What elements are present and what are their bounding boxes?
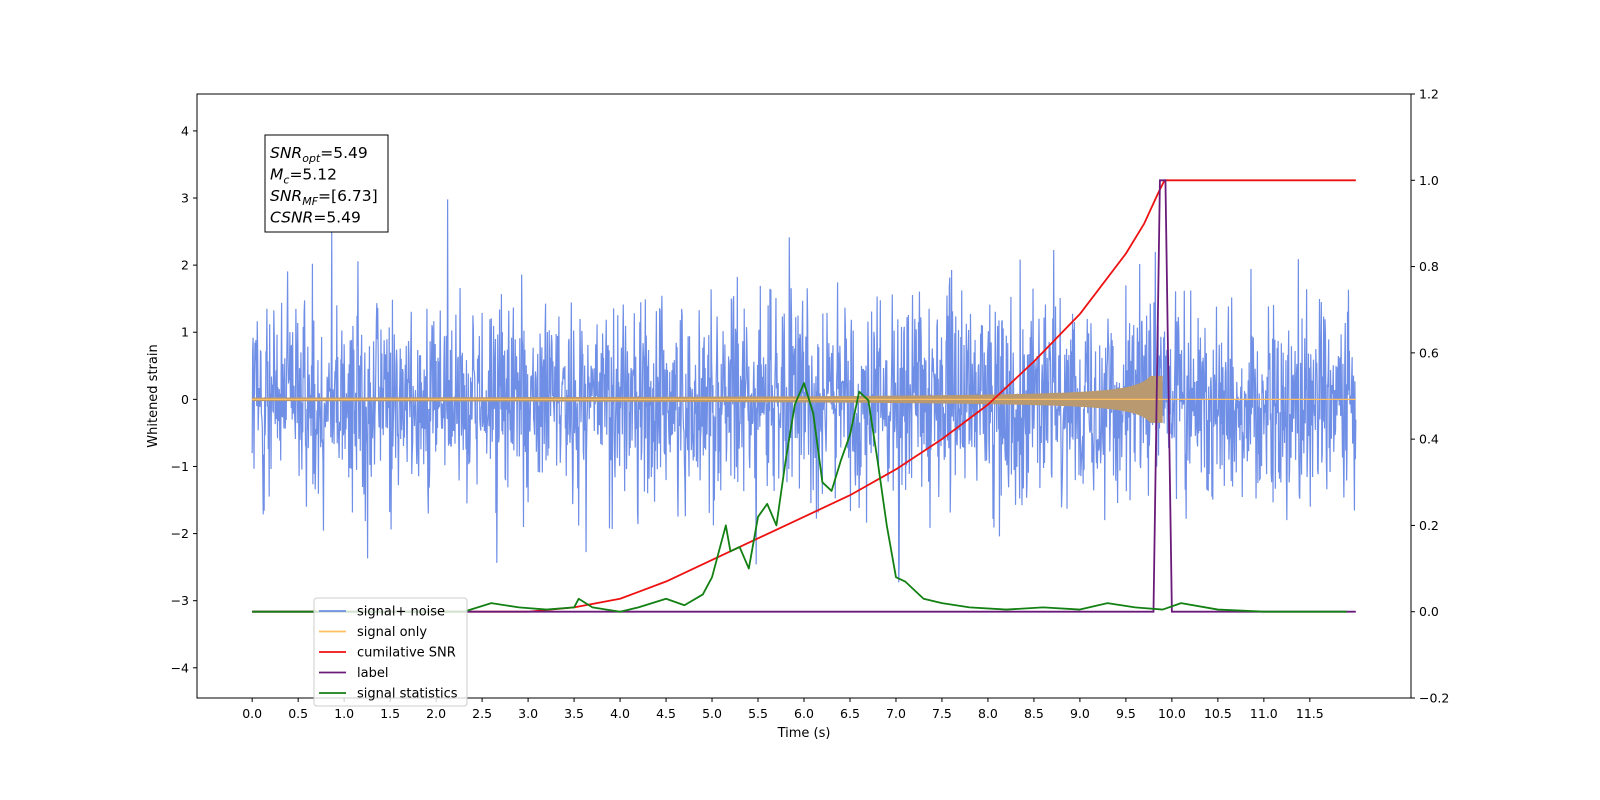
y-tick-label: 0 xyxy=(181,392,189,407)
x-tick-label: 2.0 xyxy=(426,706,446,721)
legend-label: cumilative SNR xyxy=(357,646,456,661)
y-tick-label: −2 xyxy=(171,526,189,541)
x-tick-label: 1.5 xyxy=(380,706,400,721)
annotation-line: SNRopt=5.49 xyxy=(270,144,368,165)
x-tick-label: 6.5 xyxy=(840,706,860,721)
x-tick-label: 7.5 xyxy=(932,706,952,721)
annotation-line: SNRMF=[6.73] xyxy=(270,187,378,208)
x-tick-label: 5.0 xyxy=(702,706,722,721)
series-signal-noise xyxy=(251,199,1357,583)
y2-tick-label: 1.0 xyxy=(1419,173,1439,188)
y2-tick-label: −0.2 xyxy=(1419,691,1449,706)
x-tick-label: 11.0 xyxy=(1250,706,1278,721)
x-tick-label: 9.0 xyxy=(1070,706,1090,721)
annotation-line: CSNR=5.49 xyxy=(270,209,361,227)
ticks: 0.0 0.5 1.0 1.5 2.0 2.5 3.0 3.5 4.0 4.5 5.0 5.5 6.0 6… xyxy=(171,87,1450,722)
x-tick-label: 6.0 xyxy=(794,706,814,721)
x-tick-label: 1.0 xyxy=(334,706,354,721)
x-tick-label: 8.5 xyxy=(1024,706,1044,721)
annotation-box xyxy=(264,134,389,233)
series-cumilative-snr xyxy=(252,179,1356,613)
x-tick-label: 10.5 xyxy=(1204,706,1232,721)
y2-tick-label: 0.4 xyxy=(1419,432,1439,447)
x-tick-label: 0.0 xyxy=(242,706,262,721)
x-tick-label: 8.0 xyxy=(978,706,998,721)
legend-label: signal statistics xyxy=(357,687,458,702)
legend: signal+ noise signal only cumilative SNR la… xyxy=(313,597,468,707)
y-tick-label: 3 xyxy=(181,191,189,206)
y2-tick-label: 0.6 xyxy=(1419,345,1439,360)
y2-tick-label: 0.2 xyxy=(1419,518,1439,533)
x-axis-label: Time (s) xyxy=(777,726,831,741)
x-tick-label: 11.5 xyxy=(1296,706,1324,721)
x-tick-label: 5.5 xyxy=(748,706,768,721)
legend-box xyxy=(313,597,468,707)
y-tick-label: 1 xyxy=(181,325,189,340)
x-tick-label: 2.5 xyxy=(472,706,492,721)
x-tick-label: 10.0 xyxy=(1158,706,1186,721)
x-tick-label: 3.0 xyxy=(518,706,538,721)
annotation-line: Mc=5.12 xyxy=(270,166,337,187)
plot-area xyxy=(251,179,1357,613)
y-axis-label: Whitened strain xyxy=(146,344,161,447)
y2-tick-label: 0.0 xyxy=(1419,604,1439,619)
x-tick-label: 4.5 xyxy=(656,706,676,721)
y2-tick-label: 1.2 xyxy=(1419,87,1439,102)
x-tick-label: 4.0 xyxy=(610,706,630,721)
series-signal-statistics xyxy=(252,382,1347,613)
y2-tick-label: 0.8 xyxy=(1419,259,1439,274)
y-tick-label: −1 xyxy=(171,459,189,474)
legend-label: signal only xyxy=(357,625,427,640)
legend-label: label xyxy=(357,666,388,681)
x-tick-label: 9.5 xyxy=(1116,706,1136,721)
series-label xyxy=(252,179,1356,613)
x-tick-label: 7.0 xyxy=(886,706,906,721)
x-tick-label: 3.5 xyxy=(564,706,584,721)
x-tick-label: 0.5 xyxy=(288,706,308,721)
y-tick-label: −3 xyxy=(171,593,189,608)
y-tick-label: 4 xyxy=(181,123,189,138)
legend-label: signal+ noise xyxy=(357,605,445,620)
y-tick-label: −4 xyxy=(171,660,189,675)
y-tick-label: 2 xyxy=(181,258,189,273)
